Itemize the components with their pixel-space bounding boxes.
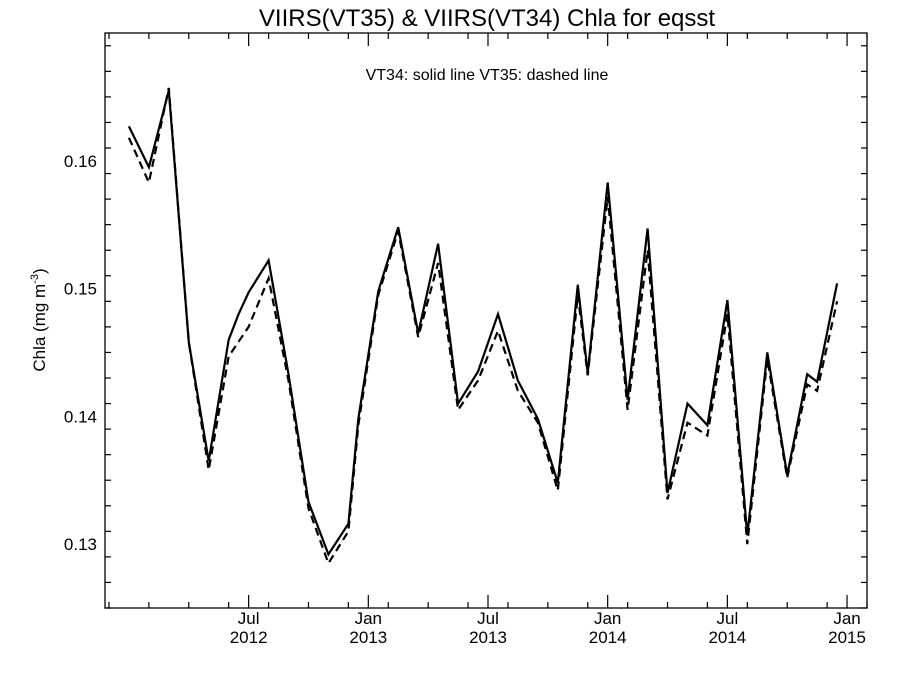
x-tick-label-year: 2013 bbox=[469, 628, 507, 647]
x-tick-label-year: 2013 bbox=[349, 628, 387, 647]
series-line-vt34 bbox=[127, 90, 839, 557]
x-tick-label-month: Jul bbox=[716, 609, 738, 628]
x-tick-label-year: 2012 bbox=[230, 628, 268, 647]
series-layer bbox=[127, 87, 839, 566]
x-tick-label-month: Jul bbox=[477, 609, 499, 628]
x-tick-label-month: Jan bbox=[594, 609, 621, 628]
y-axis-label-main: Chla (mg m bbox=[30, 284, 49, 372]
y-tick-label: 0.13 bbox=[64, 535, 97, 554]
y-axis-label-superscript: -3 bbox=[29, 274, 41, 284]
x-tick-label-month: Jan bbox=[355, 609, 382, 628]
x-tick-label-month: Jan bbox=[833, 609, 860, 628]
x-tick-label-year: 2015 bbox=[828, 628, 866, 647]
series-line-vt35 bbox=[127, 87, 839, 566]
y-axis-label: Chla (mg m-3) bbox=[29, 268, 49, 371]
y-tick-label: 0.14 bbox=[64, 407, 97, 426]
x-tick-label-month: Jul bbox=[238, 609, 260, 628]
x-tick-label-year: 2014 bbox=[589, 628, 627, 647]
y-axis-label-close: ) bbox=[30, 268, 49, 274]
y-tick-label: 0.15 bbox=[64, 280, 97, 299]
x-tick-label-year: 2014 bbox=[708, 628, 746, 647]
y-tick-label: 0.16 bbox=[64, 152, 97, 171]
axis-ticks: 0.130.140.150.16Jul2012Jan2013Jul2013Jan… bbox=[64, 33, 868, 647]
plot-frame bbox=[104, 32, 868, 609]
series-legend-note: VT34: solid line VT35: dashed line bbox=[366, 67, 609, 84]
chart-title: VIIRS(VT35) & VIIRS(VT34) Chla for eqsst bbox=[259, 5, 715, 32]
